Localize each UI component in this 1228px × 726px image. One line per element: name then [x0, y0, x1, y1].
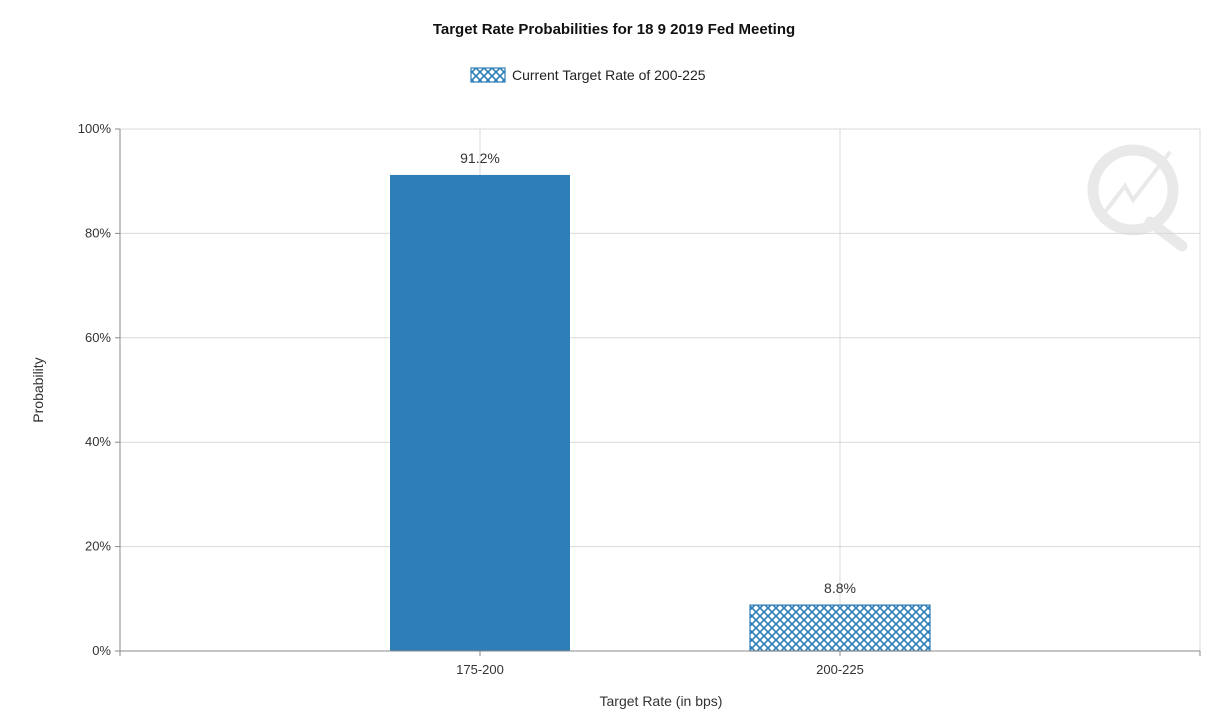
- x-tick-label: 200-225: [816, 662, 864, 677]
- bars: [390, 174, 931, 652]
- bar-175-200: [390, 174, 570, 651]
- data-label: 8.8%: [824, 580, 856, 596]
- bar-200-225: [749, 604, 931, 652]
- y-tick-labels: 0% 20% 40% 60% 80% 100%: [78, 121, 112, 658]
- watermark-logo: [1087, 144, 1188, 252]
- gridlines: [120, 128, 1201, 652]
- x-tick-label: 175-200: [456, 662, 504, 677]
- y-tick-label: 100%: [78, 121, 112, 136]
- y-axis-label: Probability: [30, 357, 46, 422]
- y-tick-label: 20%: [85, 539, 111, 554]
- chart-title: Target Rate Probabilities for 18 9 2019 …: [433, 21, 795, 38]
- data-label: 91.2%: [460, 150, 500, 166]
- y-tick-label: 0%: [92, 643, 111, 658]
- y-tick-label: 60%: [85, 330, 111, 345]
- legend-swatch: [470, 67, 506, 83]
- axes: [115, 128, 1201, 656]
- x-axis-label: Target Rate (in bps): [600, 693, 723, 709]
- y-tick-label: 40%: [85, 434, 111, 449]
- x-tick-labels: 175-200 200-225: [456, 662, 864, 677]
- legend-label: Current Target Rate of 200-225: [512, 67, 706, 83]
- legend: Current Target Rate of 200-225: [470, 67, 706, 83]
- data-labels: 91.2% 8.8%: [460, 150, 856, 596]
- y-tick-label: 80%: [85, 225, 111, 240]
